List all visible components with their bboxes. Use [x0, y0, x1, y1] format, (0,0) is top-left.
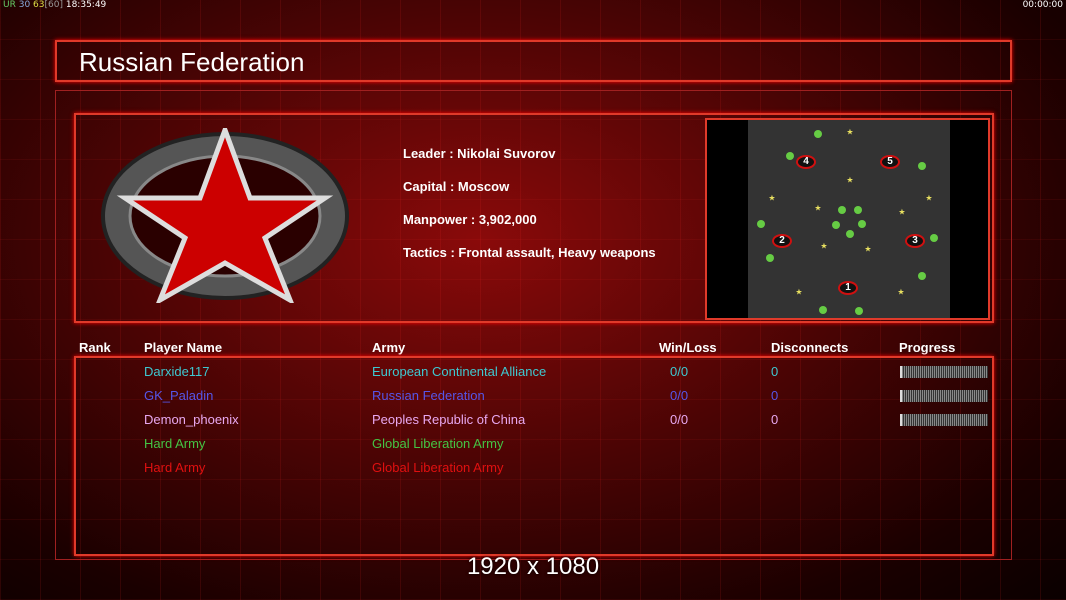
player-name: GK_Paladin — [144, 388, 214, 403]
resource-icon — [832, 221, 840, 229]
resource-icon — [846, 230, 854, 238]
start-position-5: 5 — [880, 155, 900, 169]
player-row[interactable]: Hard Army Global Liberation Army — [0, 436, 1066, 460]
star-icon: ★ — [898, 207, 906, 217]
status-timer: 00:00:00 — [1022, 0, 1063, 10]
progress-bar — [900, 414, 988, 426]
star-icon: ★ — [795, 287, 803, 297]
resource-icon — [766, 254, 774, 262]
player-army: European Continental Alliance — [372, 364, 547, 379]
resource-icon — [838, 206, 846, 214]
column-header-progress[interactable]: Progress — [899, 340, 956, 355]
player-name: Demon_phoenix — [144, 412, 239, 427]
start-position-1: 1 — [838, 281, 858, 295]
tactics-text: Tactics : Frontal assault, Heavy weapons — [403, 245, 656, 260]
player-name: Darxide117 — [144, 364, 210, 379]
status-v1: 30 — [18, 0, 31, 10]
star-icon: ★ — [768, 193, 776, 203]
star-icon: ★ — [897, 287, 905, 297]
faction-emblem-icon — [101, 128, 349, 303]
status-ur: UR — [3, 0, 16, 10]
outer-frame — [55, 90, 1012, 560]
progress-bar — [900, 366, 988, 378]
resource-icon — [918, 162, 926, 170]
capital-text: Capital : Moscow — [403, 179, 510, 194]
title-bar: Russian Federation — [55, 40, 1012, 82]
player-row[interactable]: GK_Paladin Russian Federation 0/0 0 — [0, 388, 1066, 412]
player-row[interactable]: Demon_phoenix Peoples Republic of China 0/… — [0, 412, 1066, 436]
faction-info-panel — [74, 113, 994, 323]
start-position-4: 4 — [796, 155, 816, 169]
resource-icon — [930, 234, 938, 242]
player-army: Global Liberation Army — [372, 460, 504, 475]
resource-icon — [918, 272, 926, 280]
start-position-2: 2 — [772, 234, 792, 248]
player-winloss: 0/0 — [670, 388, 689, 403]
resource-icon — [819, 306, 827, 314]
player-row[interactable]: Darxide117 European Continental Alliance 0… — [0, 364, 1066, 388]
player-name: Hard Army — [144, 436, 206, 451]
player-army: Russian Federation — [372, 388, 485, 403]
resource-icon — [757, 220, 765, 228]
column-header-rank[interactable]: Rank — [79, 340, 111, 355]
star-icon: ★ — [925, 193, 933, 203]
column-header-player-name[interactable]: Player Name — [144, 340, 223, 355]
player-disconnects: 0 — [771, 364, 779, 379]
map-field: 1 2 3 4 5 ★ ★ ★ ★ ★ ★ ★ ★ ★ ★ — [748, 120, 950, 318]
leader-text: Leader : Nikolai Suvorov — [403, 146, 556, 161]
star-icon: ★ — [820, 241, 828, 251]
player-army: Peoples Republic of China — [372, 412, 526, 427]
status-bar: UR 30 63[60] 18:35:49 00:00:00 — [0, 0, 1066, 12]
player-winloss: 0/0 — [670, 364, 689, 379]
star-icon: ★ — [814, 203, 822, 213]
player-disconnects: 0 — [771, 388, 779, 403]
resource-icon — [814, 130, 822, 138]
player-army: Global Liberation Army — [372, 436, 504, 451]
status-v3: [60] — [44, 0, 63, 10]
column-header-win-loss[interactable]: Win/Loss — [659, 340, 717, 355]
column-header-army[interactable]: Army — [372, 340, 406, 355]
resolution-label: 1920 x 1080 — [466, 553, 600, 580]
resource-icon — [855, 307, 863, 315]
players-table-frame — [74, 356, 994, 556]
resource-icon — [786, 152, 794, 160]
manpower-text: Manpower : 3,902,000 — [403, 212, 537, 227]
status-clock: 18:35:49 — [65, 0, 107, 10]
star-icon: ★ — [864, 244, 872, 254]
column-header-disconnects[interactable]: Disconnects — [771, 340, 849, 355]
progress-bar — [900, 390, 988, 402]
player-row[interactable]: Hard Army Global Liberation Army — [0, 460, 1066, 484]
page-title: Russian Federation — [79, 47, 305, 77]
player-name: Hard Army — [144, 460, 206, 475]
star-icon: ★ — [846, 175, 854, 185]
resource-icon — [858, 220, 866, 228]
player-disconnects: 0 — [771, 412, 779, 427]
star-icon: ★ — [846, 127, 854, 137]
faction-facts: Leader : Nikolai Suvorov Capital : Mosco… — [403, 146, 656, 278]
map-preview: 1 2 3 4 5 ★ ★ ★ ★ ★ ★ ★ ★ ★ ★ — [705, 118, 990, 320]
resource-icon — [854, 206, 862, 214]
status-v2: 63 — [33, 0, 45, 10]
player-winloss: 0/0 — [670, 412, 689, 427]
start-position-3: 3 — [905, 234, 925, 248]
